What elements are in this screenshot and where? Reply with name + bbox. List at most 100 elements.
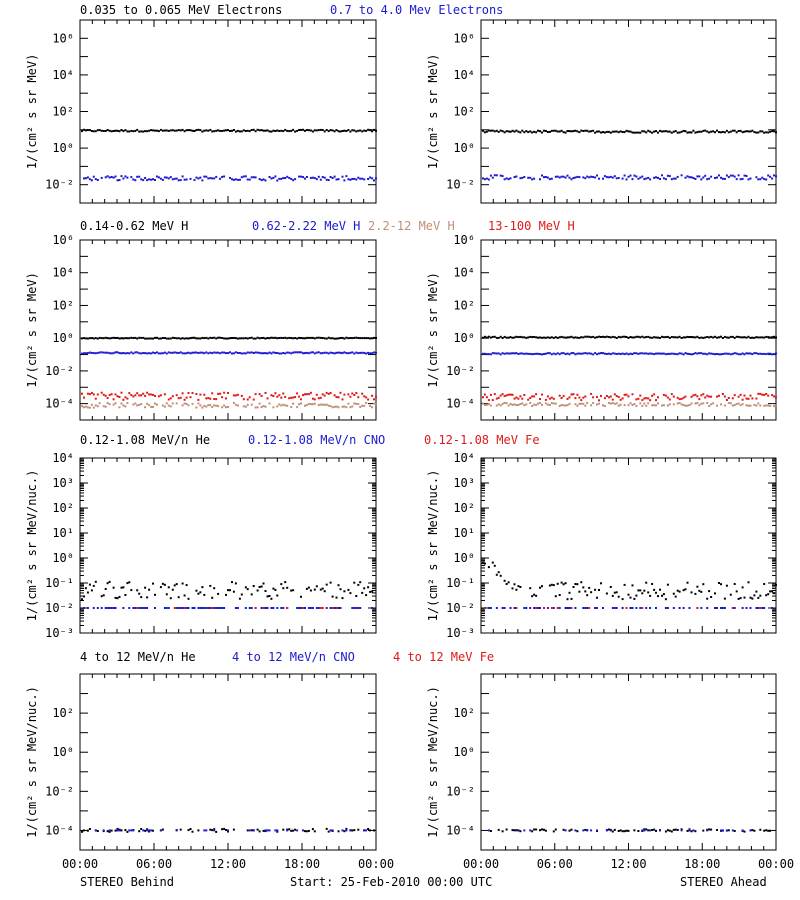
data-point — [292, 396, 295, 399]
data-point — [274, 175, 277, 178]
data-point — [238, 178, 241, 181]
data-point — [521, 352, 524, 355]
data-point — [621, 607, 624, 609]
data-point — [651, 336, 654, 339]
data-point — [682, 353, 685, 356]
y-tick-label: 10⁰ — [52, 745, 74, 759]
data-point — [773, 130, 775, 133]
data-point — [361, 404, 364, 407]
data-point — [694, 592, 697, 595]
data-point — [592, 335, 595, 338]
data-point — [266, 352, 269, 355]
data-point — [211, 177, 214, 180]
data-point — [485, 353, 488, 356]
data-point — [741, 177, 744, 180]
data-point — [503, 401, 506, 404]
data-point — [694, 131, 697, 134]
data-point — [276, 337, 279, 340]
data-point — [550, 396, 553, 399]
data-point — [535, 336, 538, 339]
data-point — [268, 130, 271, 133]
data-point — [767, 336, 770, 339]
data-point — [600, 336, 602, 338]
data-point — [499, 174, 502, 177]
data-point — [195, 393, 198, 395]
data-point — [302, 607, 304, 609]
data-point — [631, 131, 634, 134]
data-point — [90, 179, 93, 182]
data-point — [521, 402, 524, 405]
data-point — [349, 406, 352, 409]
data-point — [485, 396, 488, 399]
data-point — [278, 130, 281, 132]
data-point — [727, 352, 730, 355]
footer-right-label: STEREO Ahead — [680, 875, 767, 889]
data-point — [769, 352, 772, 355]
series-black — [482, 129, 777, 134]
data-point — [655, 130, 657, 133]
data-point — [197, 337, 200, 340]
data-point — [686, 131, 689, 134]
data-point — [282, 403, 285, 406]
data-point — [558, 405, 561, 407]
data-point — [221, 175, 224, 178]
data-point — [727, 402, 730, 404]
data-point — [596, 596, 598, 599]
data-point — [294, 178, 297, 181]
data-point — [195, 589, 198, 592]
data-point — [120, 829, 123, 832]
data-point — [92, 607, 95, 609]
data-point — [582, 402, 585, 405]
data-point — [256, 336, 259, 339]
data-point — [554, 402, 557, 405]
data-point — [357, 352, 360, 355]
y-tick-label: 10⁻² — [446, 364, 475, 378]
data-point — [578, 131, 581, 134]
data-point — [203, 829, 206, 832]
data-point — [655, 404, 657, 407]
data-point — [146, 402, 149, 405]
data-point — [511, 129, 514, 132]
data-point — [566, 598, 569, 601]
data-point — [743, 130, 746, 133]
data-point — [769, 130, 772, 133]
data-point — [576, 404, 579, 407]
data-point — [144, 337, 147, 340]
data-point — [183, 352, 186, 355]
data-point — [353, 607, 356, 609]
data-point — [702, 393, 705, 396]
y-tick-label: 10⁰ — [453, 141, 475, 155]
x-tick-label: 06:00 — [136, 857, 172, 871]
data-point — [159, 337, 162, 340]
data-point — [617, 404, 620, 407]
data-point — [708, 177, 711, 180]
data-point — [735, 178, 738, 181]
data-point — [290, 337, 293, 339]
data-point — [731, 174, 734, 177]
data-point — [737, 174, 740, 177]
data-point — [682, 129, 685, 132]
data-point — [83, 352, 85, 355]
data-point — [157, 395, 160, 398]
data-point — [106, 402, 109, 405]
data-point — [694, 178, 697, 180]
data-point — [767, 404, 770, 407]
data-point — [225, 352, 227, 355]
data-point — [582, 607, 585, 609]
data-point — [503, 395, 506, 398]
data-point — [242, 337, 245, 340]
data-point — [130, 829, 133, 832]
data-point — [757, 352, 760, 355]
data-point — [282, 587, 285, 590]
data-point — [639, 336, 642, 339]
data-point — [733, 583, 736, 585]
data-point — [154, 129, 156, 132]
data-point — [596, 829, 598, 832]
data-point — [282, 392, 285, 395]
data-point — [688, 404, 691, 406]
data-point — [357, 129, 360, 132]
data-point — [666, 404, 669, 407]
data-point — [574, 176, 577, 179]
data-point — [264, 392, 267, 394]
data-point — [611, 335, 614, 338]
